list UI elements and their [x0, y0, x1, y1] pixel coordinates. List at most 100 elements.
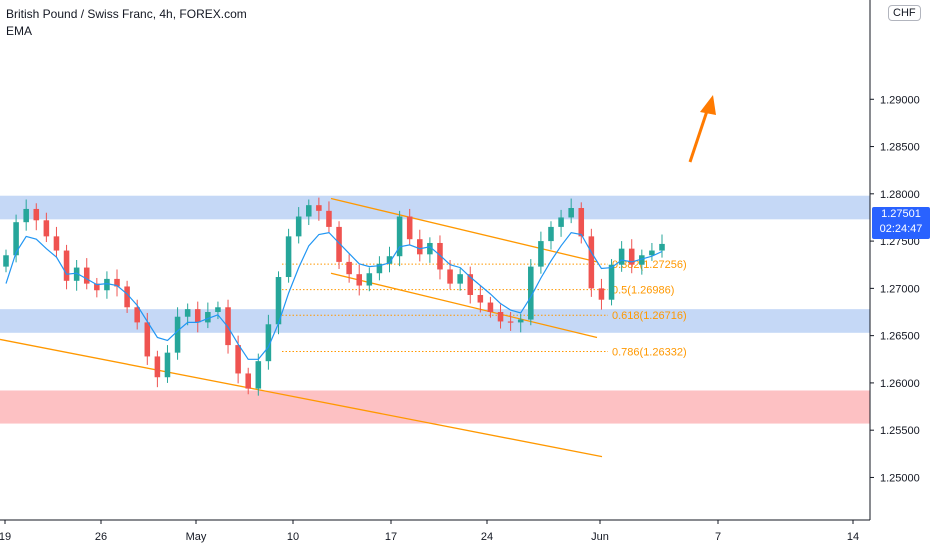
trendline-layer	[0, 197, 603, 458]
candle-body	[83, 267, 90, 284]
candle-body	[205, 312, 211, 323]
last-price-tag: 1.27501 02:24:47	[872, 207, 930, 239]
candle-body	[184, 309, 191, 317]
up-arrow-head	[700, 95, 716, 115]
candle-body	[639, 255, 645, 265]
candle-body	[608, 264, 615, 300]
trendline-0	[0, 338, 603, 458]
candle-body	[417, 239, 423, 255]
x-tick-label-6: Jun	[591, 531, 609, 543]
candle-body	[437, 242, 443, 270]
candle-body	[376, 263, 383, 274]
candle-body	[346, 261, 352, 275]
candle-body	[568, 208, 574, 218]
candle-body	[235, 345, 241, 374]
candle-body	[649, 250, 655, 256]
x-tick-label-4: 17	[385, 531, 397, 543]
candle-body	[598, 288, 605, 300]
candle-body	[528, 266, 534, 320]
candle-body	[487, 302, 494, 312]
y-tick-label-3: 1.26500	[880, 331, 920, 343]
y-tick-label-7: 1.28500	[880, 142, 920, 154]
candle-body	[578, 208, 585, 237]
candle-body	[53, 236, 60, 251]
candle-body	[144, 322, 151, 357]
zone-blue-1	[0, 309, 870, 333]
candle-body	[457, 274, 463, 284]
candle-body	[13, 222, 19, 256]
candle-body	[386, 256, 393, 264]
x-tick-label-0: 19	[0, 531, 11, 543]
ema-line	[5, 231, 663, 360]
candle-body	[63, 250, 70, 281]
candle-body	[3, 255, 9, 267]
candle-body	[94, 283, 100, 291]
y-tick-label-4: 1.27000	[880, 283, 920, 295]
trendline-1	[330, 197, 598, 263]
x-tick-label-5: 24	[481, 531, 493, 543]
fib-label-3: 0.786(1.26332)	[612, 347, 687, 359]
candle-body	[366, 273, 373, 286]
candle-body	[618, 248, 625, 265]
indicator-label: EMA	[6, 24, 33, 38]
candle-body	[659, 243, 665, 251]
candle-body	[124, 286, 130, 308]
candle-body	[427, 242, 433, 255]
x-tick-label-1: 26	[95, 531, 107, 543]
y-tick-label-1: 1.25500	[880, 425, 920, 437]
candle-body	[164, 352, 171, 378]
currency-button[interactable]: CHF	[888, 5, 921, 21]
last-price: 1.27501	[881, 208, 921, 220]
candle-body	[538, 241, 544, 267]
candle-body	[305, 205, 312, 217]
candle-body	[134, 307, 140, 323]
candle-body	[467, 274, 474, 295]
candle-body	[265, 324, 272, 362]
candle-body	[447, 269, 453, 284]
candle-body	[194, 309, 201, 323]
candle-body	[497, 312, 504, 322]
zone-red-2	[0, 390, 870, 424]
chart-header: British Pound / Swiss Franc, 4h, FOREX.c…	[6, 6, 247, 40]
candle-body	[73, 267, 80, 281]
candle-body	[174, 316, 181, 353]
candle-body	[477, 294, 484, 303]
candle-body	[285, 236, 292, 278]
x-tick-label-7: 7	[715, 531, 721, 543]
candles-layer	[3, 197, 665, 396]
candle-body	[548, 226, 554, 242]
candle-body	[33, 208, 40, 221]
candle-body	[336, 226, 342, 262]
candle-body	[225, 307, 231, 346]
up-arrow-shaft	[688, 107, 710, 163]
ema-layer	[5, 231, 663, 360]
candle-body	[628, 248, 635, 265]
y-tick-label-5: 1.27500	[880, 236, 920, 248]
price-axis-bg	[870, 0, 932, 550]
candle-body	[275, 277, 282, 325]
x-tick-label-3: 10	[287, 531, 299, 543]
candle-body	[507, 321, 514, 323]
y-tick-label-2: 1.26000	[880, 378, 920, 390]
candle-body	[245, 373, 251, 389]
fib-label-1: 0.5(1.26986)	[612, 285, 674, 297]
candle-body	[356, 274, 363, 286]
x-tick-label-2: May	[186, 531, 207, 543]
arrow-layer	[688, 95, 716, 163]
bar-countdown: 02:24:47	[879, 223, 923, 235]
y-tick-label-0: 1.25000	[880, 472, 920, 484]
trendline-2	[330, 272, 598, 339]
candle-body	[326, 210, 332, 227]
zone-blue-0	[0, 195, 870, 220]
candle-body	[316, 205, 322, 211]
candle-body	[104, 278, 110, 291]
x-tick-label-8: 14	[847, 531, 859, 543]
candle-body	[215, 307, 221, 312]
symbol-title: British Pound / Swiss Franc, 4h, FOREX.c…	[6, 7, 247, 21]
candle-body	[255, 361, 262, 389]
fib-label-2: 0.618(1.26716)	[612, 310, 687, 322]
candle-body	[43, 220, 50, 237]
candle-body	[558, 217, 564, 227]
